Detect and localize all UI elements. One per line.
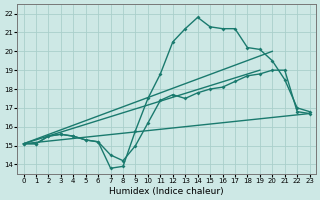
X-axis label: Humidex (Indice chaleur): Humidex (Indice chaleur) (109, 187, 224, 196)
